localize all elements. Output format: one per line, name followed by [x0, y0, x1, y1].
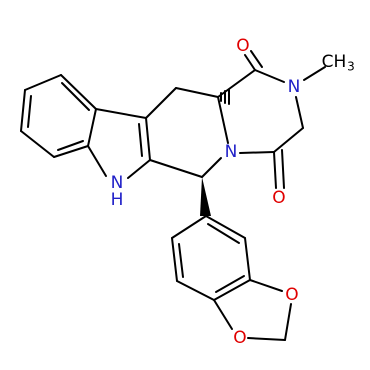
atom-label: N [288, 77, 301, 97]
bonds [20, 50, 326, 341]
atom-label: N [225, 142, 238, 162]
atom-subscript: 3 [347, 60, 355, 74]
atom-label: O [236, 36, 249, 56]
atom-labels: O N CH 3 N O N H O O [111, 36, 355, 348]
atom-label: H [111, 190, 124, 210]
atom-label: N [111, 173, 124, 193]
solid-wedge [200, 177, 211, 216]
atom-label: O [285, 285, 298, 305]
atom-label: CH [322, 52, 347, 72]
atom-label: O [272, 188, 285, 208]
atom-label: O [233, 328, 246, 348]
